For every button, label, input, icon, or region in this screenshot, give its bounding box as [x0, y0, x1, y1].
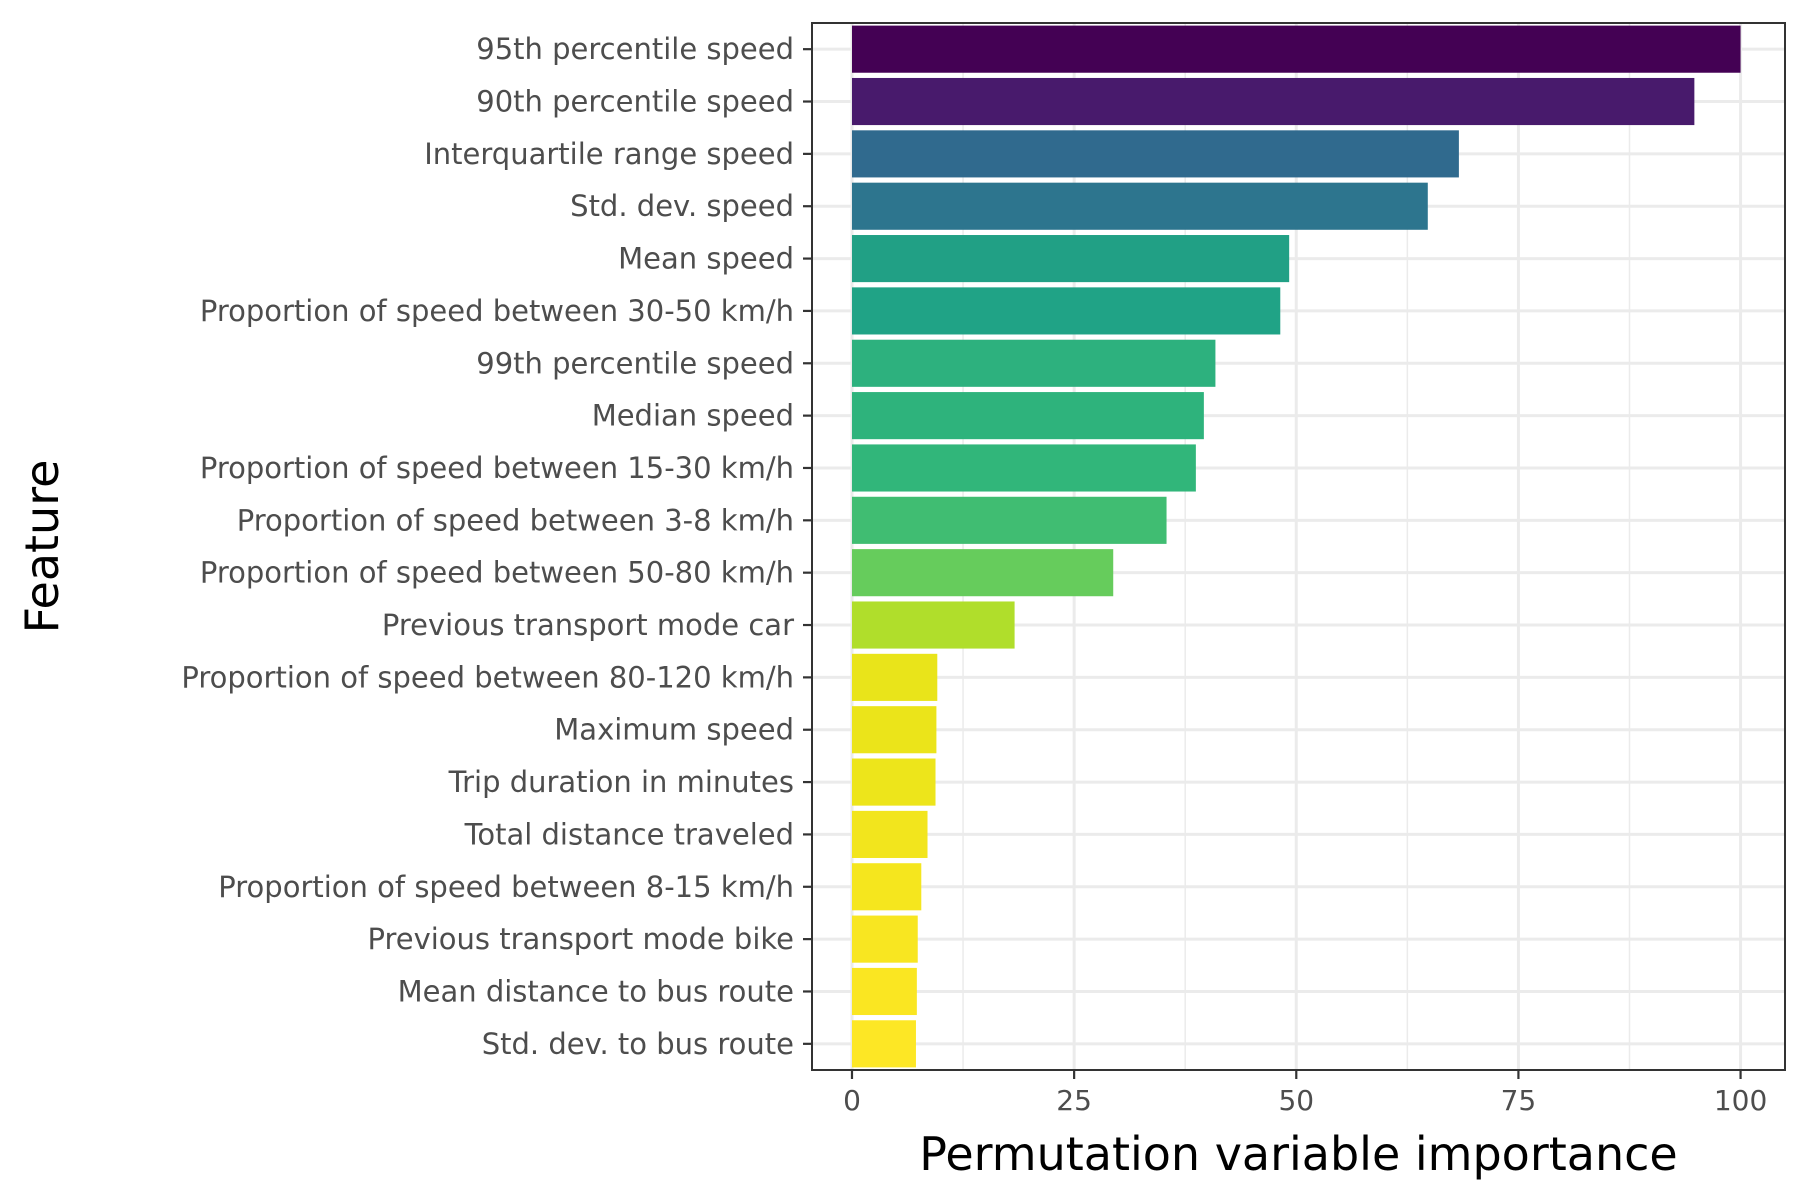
bar [851, 25, 1741, 73]
x-axis-ticks: 0 25 50 75 100 [843, 1070, 1767, 1117]
bar [851, 235, 1290, 283]
bar [851, 339, 1216, 387]
bar [851, 77, 1695, 126]
bar [851, 810, 928, 858]
y-axis-ticks: 95th percentile speed 90th percentile spe… [181, 32, 812, 1061]
x-tick-label: 100 [1714, 1084, 1767, 1117]
bar [851, 444, 1196, 492]
y-tick-label: Trip duration in minutes [448, 765, 794, 799]
bar [851, 758, 936, 806]
x-axis-title: Permutation variable importance [919, 1127, 1677, 1181]
y-tick-label: Mean speed [618, 242, 794, 276]
x-tick-label: 50 [1278, 1084, 1314, 1117]
bar [851, 287, 1281, 335]
bar [851, 653, 938, 701]
y-tick-label: Proportion of speed between 80-120 km/h [181, 660, 794, 694]
x-tick-label: 75 [1501, 1084, 1537, 1117]
y-tick-label: Previous transport mode bike [367, 922, 794, 956]
y-tick-label: Std. dev. to bus route [482, 1027, 794, 1061]
y-tick-label: Mean distance to bus route [398, 974, 794, 1008]
y-tick-label: Maximum speed [554, 713, 794, 747]
x-tick-label: 25 [1056, 1084, 1092, 1117]
y-tick-label: 95th percentile speed [476, 32, 794, 66]
bar [851, 706, 937, 754]
y-tick-label: Proportion of speed between 30-50 km/h [200, 294, 794, 328]
y-tick-label: Proportion of speed between 15-30 km/h [200, 451, 794, 485]
y-axis-title: Feature [15, 460, 69, 634]
bar [851, 182, 1428, 230]
bar [851, 1020, 916, 1068]
y-tick-label: 99th percentile speed [476, 346, 794, 380]
y-tick-label: Proportion of speed between 50-80 km/h [200, 556, 794, 590]
bars [851, 25, 1741, 1068]
y-tick-label: Previous transport mode car [382, 608, 794, 642]
y-tick-label: Proportion of speed between 8-15 km/h [218, 870, 794, 904]
plot-panel [812, 23, 1785, 1070]
panel-border [811, 22, 1786, 1071]
bar [851, 130, 1459, 178]
x-tick-label: 0 [843, 1084, 861, 1117]
y-tick-label: Proportion of speed between 3-8 km/h [237, 503, 794, 537]
y-tick-label: 90th percentile speed [476, 85, 794, 119]
y-tick-label: Std. dev. speed [570, 189, 794, 223]
y-tick-label: Interquartile range speed [424, 137, 794, 171]
bar [851, 601, 1015, 649]
bar [851, 863, 922, 911]
bar [851, 392, 1204, 440]
bar [851, 967, 917, 1016]
bar [851, 549, 1114, 597]
y-tick-label: Median speed [592, 399, 794, 433]
bar [851, 915, 918, 963]
y-tick-label: Total distance traveled [464, 817, 794, 851]
bar [851, 496, 1167, 544]
gridlines [812, 23, 1785, 1070]
